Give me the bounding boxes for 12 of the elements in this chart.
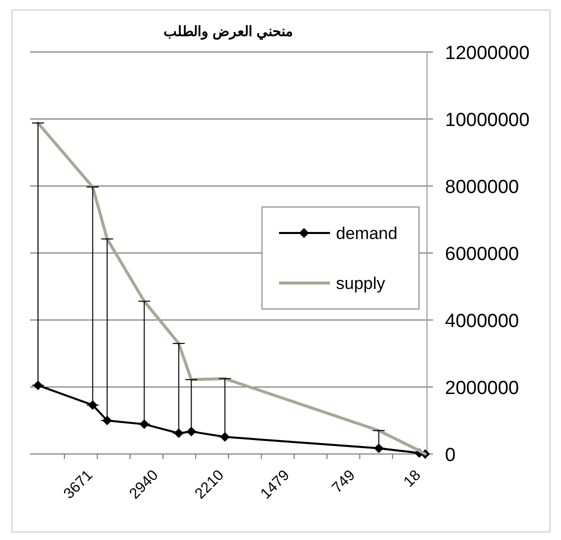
y-tick-label: 6000000 (445, 244, 519, 265)
legend-label: supply (336, 274, 386, 293)
legend-label: demand (336, 224, 398, 243)
chart-title: منحني العرض والطلب (164, 23, 294, 40)
y-tick-label: 8000000 (445, 177, 519, 198)
y-tick-label: 10000000 (445, 110, 530, 131)
y-tick-label: 0 (445, 445, 456, 466)
x-tick-label: 749 (328, 466, 359, 497)
y-tick-label: 2000000 (445, 378, 519, 399)
y-tick-label: 4000000 (445, 311, 519, 332)
x-tick-label: 18 (400, 466, 424, 491)
y-tick-label: 12000000 (445, 43, 530, 64)
